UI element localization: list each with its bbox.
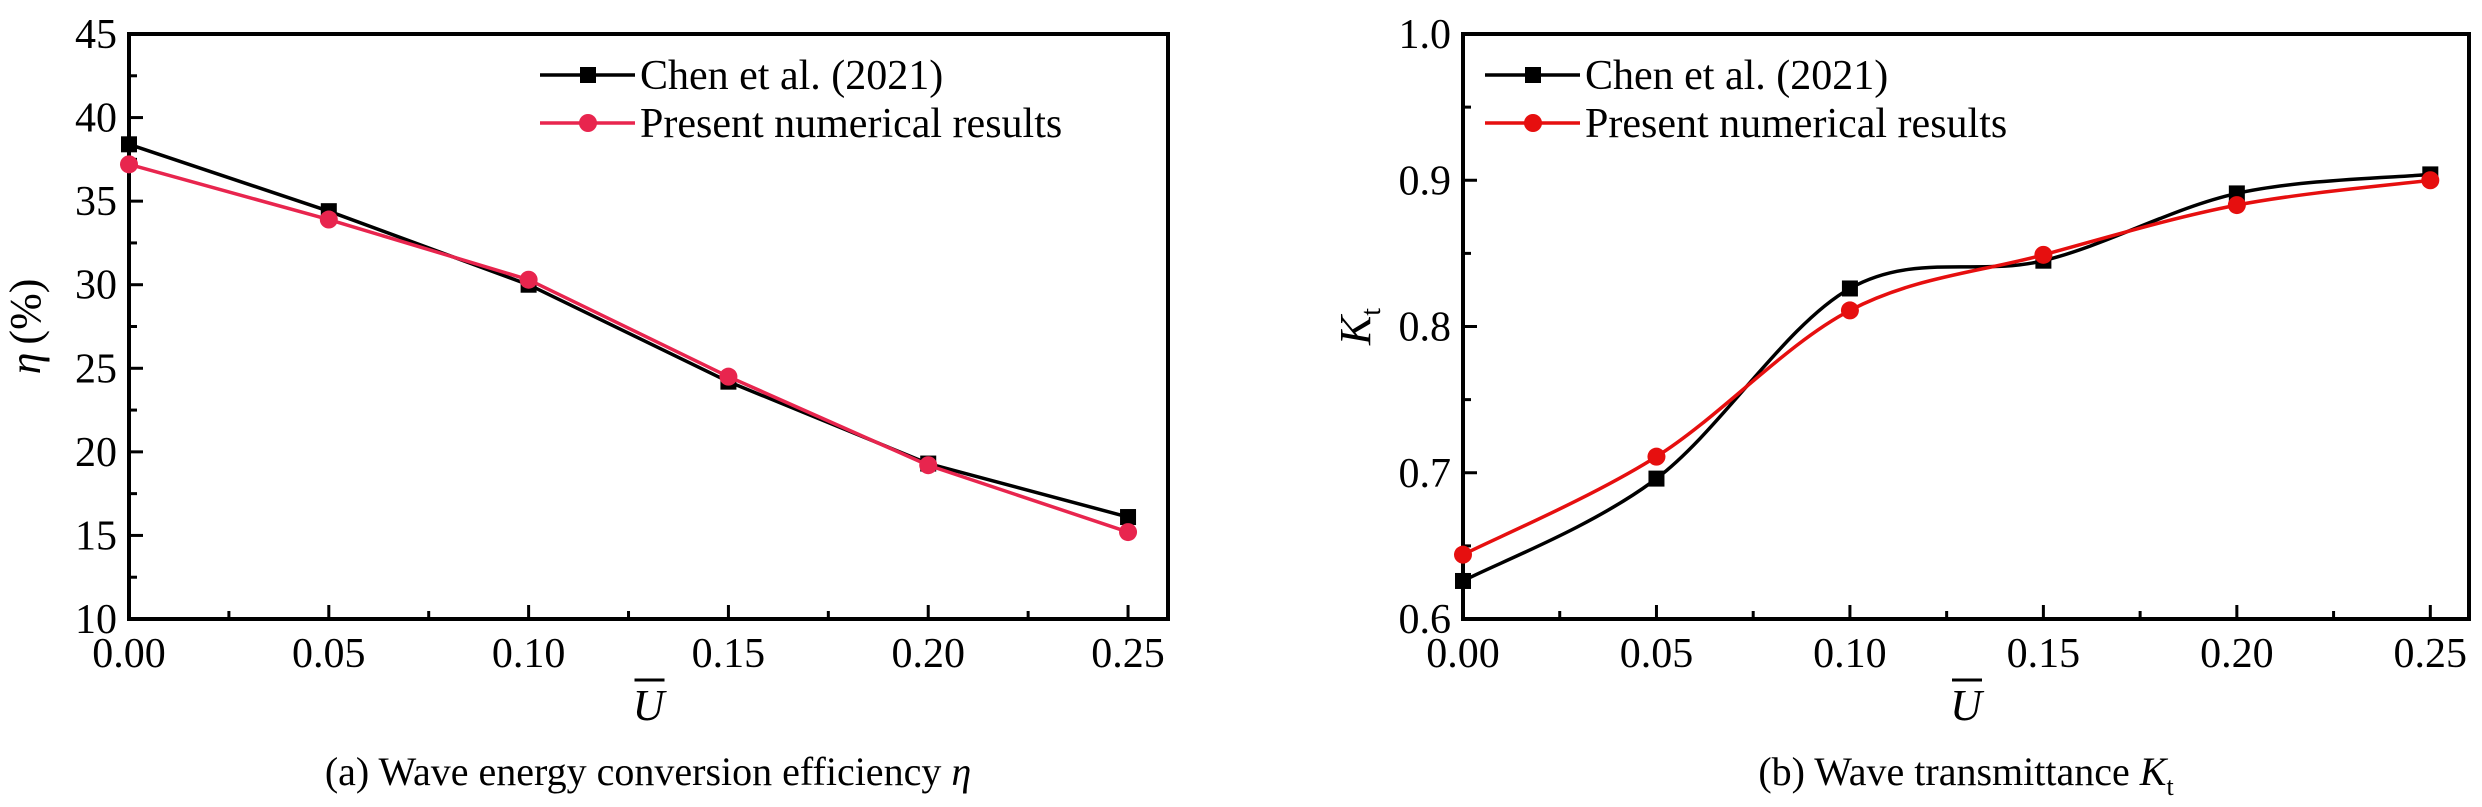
y-tick-label: 40	[75, 96, 117, 142]
y-axis-label: η (%)	[1, 279, 50, 375]
data-point-square	[1120, 509, 1137, 526]
y-axis-symbol: K	[1331, 313, 1380, 346]
data-point-circle	[1454, 545, 1472, 564]
figure-caption: (b) Wave transmittance Kt	[1758, 749, 2174, 801]
legend-marker-square	[580, 67, 596, 83]
x-tick-label: 0.10	[1813, 631, 1887, 677]
data-point-square	[1455, 572, 1471, 589]
y-axis-subscript: t	[1356, 308, 1387, 316]
x-tick-label: 0.00	[1426, 631, 1500, 677]
data-point-circle	[1840, 301, 1859, 320]
x-tick-label: 0.00	[92, 631, 166, 677]
x-tick-label: 0.25	[2394, 631, 2468, 677]
x-tick-label: 0.20	[2200, 631, 2274, 677]
legend-label: Chen et al. (2021)	[640, 53, 943, 99]
legend-marker-square	[1525, 67, 1541, 83]
y-tick-label: 35	[75, 179, 117, 225]
x-tick-label: 0.25	[1091, 631, 1165, 677]
y-tick-label: 25	[75, 346, 117, 392]
caption-subscript: t	[2166, 772, 2174, 801]
legend-label: Chen et al. (2021)	[1585, 53, 1888, 99]
x-tick-label: 0.20	[891, 631, 965, 677]
chart-panel-a: 0.00 0.05 0.10 0.15 0.20 0.25 10 15 20 25 30 35 40 45…	[1, 12, 1170, 794]
legend-label: Present numerical results	[640, 101, 1062, 147]
data-point-circle	[719, 367, 738, 386]
caption-symbol: η	[951, 749, 971, 794]
caption-text: (a) Wave energy conversion efficiency	[325, 749, 952, 794]
data-point-square	[1648, 470, 1665, 487]
y-axis-label: Kt	[1331, 308, 1387, 346]
x-tick-label: 0.15	[692, 631, 766, 677]
data-point-circle	[2421, 171, 2440, 190]
legend-label: Present numerical results	[1585, 101, 2007, 147]
legend-marker-circle	[579, 114, 597, 132]
caption-symbol: K	[2139, 749, 2169, 794]
data-point-square	[1841, 280, 1858, 297]
series-line-1	[1462, 178, 2431, 557]
y-axis-symbol: η	[1, 353, 50, 375]
data-point-circle	[1647, 447, 1666, 466]
data-point-circle	[319, 210, 338, 229]
series-line-0	[1462, 172, 2431, 583]
y-tick-label: 10	[75, 597, 117, 643]
x-tick-label: 0.05	[1620, 631, 1694, 677]
x-axis-label: U	[633, 681, 668, 730]
figure-caption: (a) Wave energy conversion efficiency η	[325, 749, 971, 794]
y-tick-label: 15	[75, 513, 117, 559]
y-tick-label: 0.6	[1399, 597, 1452, 643]
y-axis-label-text: η (%)	[1, 279, 50, 375]
data-point-circle	[2227, 196, 2246, 215]
y-tick-label: 0.8	[1399, 305, 1452, 351]
series-line-1	[128, 162, 1129, 534]
y-tick-label: 0.9	[1399, 158, 1452, 204]
caption-text: (b) Wave transmittance	[1758, 749, 2139, 794]
legend-marker-circle	[1524, 114, 1542, 132]
y-tick-label: 30	[75, 263, 117, 309]
y-tick-label: 45	[75, 12, 117, 58]
y-tick-label: 1.0	[1399, 12, 1452, 58]
data-point-circle	[519, 270, 538, 289]
x-tick-label: 0.05	[292, 631, 366, 677]
y-axis-unit: (%)	[1, 279, 50, 345]
y-tick-label: 20	[75, 430, 117, 476]
y-tick-label: 0.7	[1399, 451, 1452, 497]
y-axis-label-text: Kt	[1331, 308, 1387, 346]
x-tick-label: 0.15	[2007, 631, 2081, 677]
data-point-circle	[2034, 245, 2053, 264]
chart-panel-b: 0.00 0.05 0.10 0.15 0.20 0.25 0.6 0.7 0.8 0.9 1.0 U…	[1331, 12, 2471, 801]
data-point-circle	[1119, 523, 1138, 542]
data-point-square	[121, 136, 137, 153]
data-point-circle	[919, 456, 938, 475]
x-tick-label: 0.10	[492, 631, 566, 677]
series-line-0	[128, 142, 1129, 519]
x-axis-label: U	[1950, 681, 1985, 730]
data-point-circle	[120, 155, 138, 174]
